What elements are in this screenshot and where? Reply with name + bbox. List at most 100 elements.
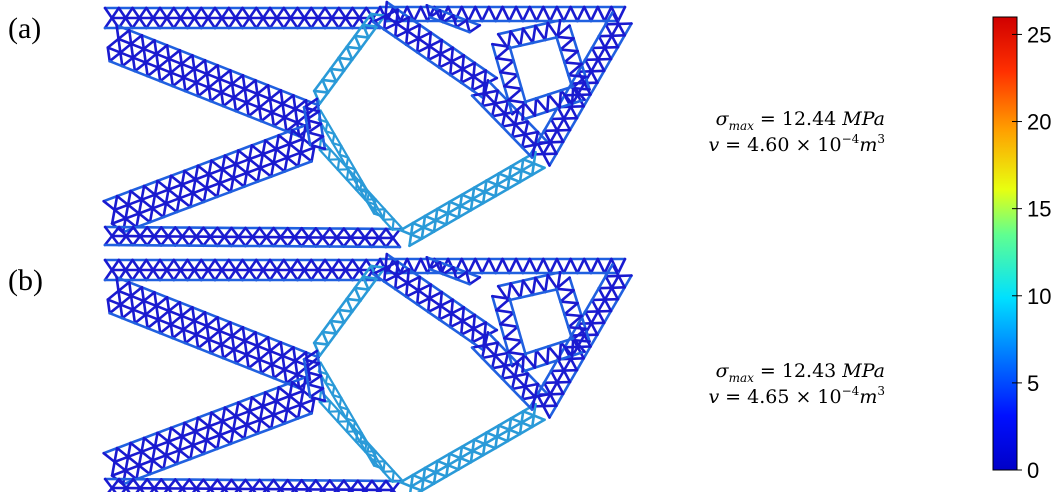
truss-member bbox=[308, 132, 323, 136]
truss-member bbox=[450, 61, 451, 75]
truss-member bbox=[474, 315, 475, 329]
truss-member bbox=[383, 209, 384, 219]
truss-member bbox=[346, 8, 353, 18]
truss-member bbox=[147, 479, 154, 488]
truss-member bbox=[323, 388, 325, 401]
truss-member bbox=[347, 299, 361, 301]
truss-member bbox=[551, 371, 557, 382]
truss-member bbox=[309, 228, 316, 237]
truss-member bbox=[126, 260, 133, 270]
truss-member bbox=[550, 382, 557, 394]
truss-member bbox=[156, 45, 167, 54]
truss-member bbox=[173, 78, 184, 87]
truss-member bbox=[358, 238, 365, 247]
truss-member bbox=[142, 287, 144, 301]
truss-member bbox=[301, 405, 312, 414]
truss-member bbox=[256, 8, 263, 18]
truss-member bbox=[339, 310, 345, 323]
truss-member bbox=[591, 311, 598, 323]
truss-member bbox=[259, 360, 261, 374]
truss-member bbox=[259, 99, 270, 108]
truss-member bbox=[329, 412, 338, 422]
truss-member bbox=[598, 311, 604, 322]
truss-member bbox=[523, 259, 530, 273]
truss-member bbox=[291, 260, 298, 270]
truss-member bbox=[359, 8, 366, 18]
truss-member bbox=[174, 8, 181, 18]
truss-member bbox=[550, 394, 556, 405]
truss-member bbox=[133, 479, 140, 488]
truss-member bbox=[486, 181, 497, 185]
truss-member bbox=[599, 276, 606, 288]
truss-member bbox=[372, 229, 379, 238]
truss-member bbox=[485, 91, 498, 94]
truss-member bbox=[571, 107, 577, 119]
truss-member bbox=[277, 8, 284, 18]
truss-member bbox=[502, 124, 515, 126]
truss-member bbox=[259, 351, 270, 360]
truss-member bbox=[441, 48, 453, 54]
truss-member bbox=[249, 18, 256, 28]
truss-member bbox=[146, 270, 153, 280]
truss-member bbox=[564, 7, 571, 21]
truss-member bbox=[182, 316, 184, 330]
truss-member bbox=[549, 346, 560, 359]
volume-symbol: v bbox=[708, 386, 719, 408]
truss-member bbox=[500, 324, 504, 338]
truss-member bbox=[215, 270, 222, 280]
volume-symbol: v bbox=[708, 134, 719, 156]
truss-member bbox=[352, 49, 360, 60]
truss-member bbox=[168, 236, 175, 245]
truss-member bbox=[498, 283, 510, 286]
truss-member bbox=[482, 358, 492, 368]
truss-member bbox=[585, 60, 591, 72]
truss-member bbox=[336, 323, 344, 334]
truss-member bbox=[397, 275, 408, 283]
truss-member bbox=[618, 7, 625, 21]
truss-member bbox=[383, 461, 384, 471]
truss-member bbox=[239, 228, 246, 237]
truss-member bbox=[453, 300, 464, 308]
truss-member bbox=[160, 325, 171, 334]
truss-member bbox=[570, 118, 577, 130]
truss-member bbox=[525, 122, 528, 135]
truss-member bbox=[430, 298, 441, 306]
truss-member bbox=[119, 282, 130, 291]
sigma-subscript: max bbox=[729, 119, 755, 133]
truss-member bbox=[397, 23, 408, 31]
truss-member bbox=[249, 270, 256, 280]
truss-member bbox=[133, 49, 144, 58]
truss-member bbox=[245, 341, 247, 355]
truss-member bbox=[320, 345, 328, 356]
truss-member bbox=[347, 288, 355, 299]
truss-member bbox=[239, 237, 246, 246]
colorbar-tick-label: 10 bbox=[1027, 284, 1051, 309]
truss-member bbox=[612, 35, 625, 36]
truss-member bbox=[560, 90, 561, 107]
truss-member bbox=[417, 298, 429, 304]
truss-member bbox=[232, 336, 234, 350]
truss-member bbox=[512, 124, 515, 137]
truss-member bbox=[488, 332, 498, 342]
truss-member bbox=[618, 35, 625, 47]
truss-member bbox=[332, 8, 339, 18]
truss-member bbox=[511, 281, 523, 284]
truss-member bbox=[509, 7, 516, 21]
truss-member bbox=[135, 63, 146, 72]
truss-member bbox=[293, 95, 295, 109]
truss-member bbox=[182, 55, 193, 64]
truss-member bbox=[384, 275, 396, 281]
truss-member bbox=[450, 327, 461, 335]
truss-member bbox=[502, 379, 512, 389]
truss-member bbox=[329, 401, 330, 411]
truss-member bbox=[505, 101, 508, 114]
truss-member bbox=[260, 237, 267, 246]
truss-member bbox=[557, 371, 564, 383]
truss-member bbox=[129, 282, 131, 296]
truss-member bbox=[283, 356, 285, 370]
truss-member bbox=[351, 481, 358, 490]
truss-member bbox=[274, 118, 285, 127]
truss-member bbox=[108, 48, 110, 62]
truss-member bbox=[188, 270, 195, 280]
truss-member bbox=[220, 322, 231, 331]
